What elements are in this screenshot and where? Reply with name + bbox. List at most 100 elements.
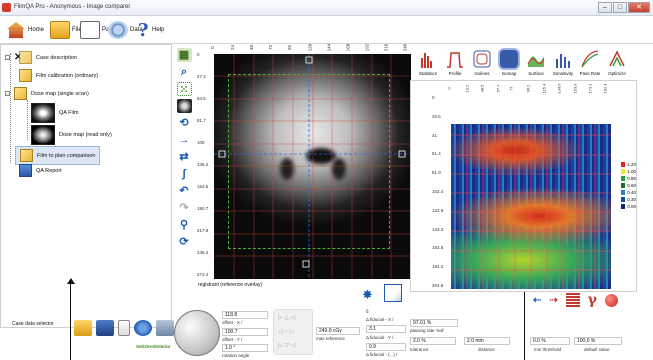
isomap-label: Isomap [501, 71, 517, 76]
tolerance-field[interactable]: 2.0 % [410, 337, 456, 345]
isomap-x-tick-label: 77 [508, 86, 514, 91]
window-title: FilmQA Pro - Anonymous - Image comparer [14, 4, 131, 10]
rotation-field[interactable]: 1.0 ° [222, 344, 268, 352]
default-value-field[interactable]: 100.0 % [574, 337, 622, 345]
title-bar: FilmQA Pro - Anonymous - Image comparer … [0, 0, 653, 16]
isomap-canvas[interactable] [451, 97, 611, 289]
tree-item-label: Film calibration (ordinary) [36, 72, 99, 79]
isomap-x-tick-label: 0 [446, 87, 452, 90]
offset-x-field[interactable]: 118.8 [222, 311, 268, 319]
tree-item-qa-film[interactable]: QA Film [31, 103, 79, 123]
doc-icon [19, 51, 32, 64]
viewer-y-tick-label: 81.7 [197, 118, 206, 123]
viewer-x-axis: 0 24 48 72 96 120 144 168 192 216 240 [210, 43, 411, 54]
move-right-icon[interactable]: → [178, 134, 190, 146]
menu-home[interactable]: Home [6, 20, 44, 40]
sensitivity-button[interactable]: Sensitivity [550, 44, 576, 78]
optimize-button[interactable]: Optimize [604, 44, 630, 78]
star-icon[interactable]: ✸ [362, 287, 373, 302]
image-thumbnail-icon[interactable] [176, 99, 192, 113]
redo-icon[interactable]: ↷ [179, 202, 189, 214]
max-reference-field[interactable]: 249.0 cGy [316, 327, 360, 335]
surface-button[interactable]: Surface [523, 44, 549, 78]
statistics-button[interactable]: Statistics [415, 44, 441, 78]
gamma-icon[interactable]: γ [587, 292, 598, 308]
open-folder-icon[interactable] [74, 320, 92, 336]
viewer-x-tick-label: 240 [402, 43, 408, 52]
add-icon[interactable] [118, 320, 130, 336]
viewer-y-tick-label: 54.5 [197, 96, 206, 101]
profile-button[interactable]: Profile [442, 44, 468, 78]
legend-label: 0.30 [627, 197, 636, 202]
delta-x-field[interactable]: 3.1 [366, 325, 406, 333]
zoom-icon[interactable]: ⌕ [180, 66, 188, 78]
isomap-x-tick-label: 153.9 [572, 83, 578, 94]
viewer-x-tick-label: 216 [383, 43, 389, 52]
menu-home-label: Home [28, 27, 45, 33]
viewer-y-tick-label: 190.7 [197, 206, 209, 211]
distance-label: distance [478, 347, 495, 352]
link-icon[interactable]: ⚲ [179, 219, 189, 231]
isomap-x-tick-label: 19.2 [464, 84, 470, 93]
save-icon[interactable] [96, 320, 114, 336]
fit-icon[interactable]: ⁙ [176, 82, 192, 96]
minimize-button[interactable]: – [598, 2, 612, 13]
nudge-pad[interactable]: ▷ △ ◁ ◁ ○ ▷ ▷ ▽ ◁ [273, 309, 313, 355]
isomap-x-axis: 0 19.2 38.5 57.7 77 96.2 115.4 134.6 153.9 173.1 1… [447, 83, 611, 97]
dark-region [306, 148, 336, 164]
optimize-label: Optimize [608, 71, 626, 76]
curve-icon[interactable]: ∫ [182, 168, 186, 180]
settings-icon[interactable] [134, 320, 152, 336]
collapse-icon[interactable]: – [5, 91, 10, 96]
undo-icon[interactable]: ↶ [179, 185, 189, 197]
isomap-x-tick-label: 38.5 [479, 84, 485, 93]
export-document-icon[interactable] [384, 284, 402, 302]
image-tool-column: ▦ ⌕ ⁙ ⟲ → ⇄ ∫ ↶ ↷ ⚲ ⟳ [173, 44, 195, 259]
pass-rate-button[interactable]: Pass Rate [577, 44, 603, 78]
analysis-toolbar: Statistics Profile Isolines Isomap Surfa… [415, 44, 653, 78]
tolerance-label: tolerance [410, 347, 429, 352]
record-icon[interactable] [605, 293, 619, 307]
menu-data[interactable]: Data [108, 20, 143, 40]
panel-icon [80, 21, 100, 39]
delta-z-field[interactable]: 0.9 [366, 343, 406, 351]
offset-y-field[interactable]: 100.7 [222, 328, 268, 336]
swap-icon[interactable]: ⇄ [179, 151, 189, 163]
rotate-icon[interactable]: ⟲ [179, 117, 189, 129]
isomap-y-tick-label: 163.8 [432, 245, 444, 251]
menu-file[interactable]: File [50, 20, 82, 40]
menu-help-label: Help [152, 27, 165, 33]
profile-label: Profile [448, 71, 462, 76]
data-icon [108, 21, 128, 39]
arrow-right-icon[interactable]: ⇢ [549, 294, 558, 306]
rotation-dial[interactable] [174, 310, 220, 356]
collapse-icon[interactable]: – [5, 55, 10, 60]
isolines-button[interactable]: Isolines [469, 44, 495, 78]
select-tool-icon[interactable]: ▦ [176, 48, 192, 62]
close-button[interactable]: ✕ [628, 2, 650, 13]
tree-item-qa-report[interactable]: QA Report [19, 164, 62, 177]
isomap-x-tick-label: 115.4 [541, 83, 547, 94]
viewer-y-tick-label: 109 [197, 140, 205, 145]
tree-item-case-description[interactable]: – ✕ Case description [5, 51, 77, 64]
film-image-canvas[interactable] [214, 54, 411, 279]
distance-field[interactable]: 2.0 mm [464, 337, 510, 345]
menu-help[interactable]: ? Help [138, 20, 165, 41]
tree-item-dose-map-read-only[interactable]: Dose map (read only) [31, 125, 112, 145]
legend-label: 0.00 [627, 204, 636, 209]
legend-label: 0.40 [627, 190, 636, 195]
maximize-button[interactable]: □ [613, 2, 627, 13]
tree-item-film-calibration[interactable]: Film calibration (ordinary) [19, 69, 98, 82]
isomap-y-tick-label: 204.8 [432, 283, 444, 288]
tree-item-dose-map[interactable]: – Dose map (single scan) [5, 87, 89, 100]
case-toolbar [74, 320, 174, 336]
tree-item-film-to-plan[interactable]: Film to plan comparison [15, 146, 101, 165]
list-icon[interactable] [565, 293, 580, 307]
legend-row: 0.80 [621, 175, 636, 182]
isomap-button[interactable]: Isomap [496, 44, 522, 78]
export-icon[interactable] [156, 320, 174, 336]
threshold-field[interactable]: 0.0 % [530, 337, 570, 345]
arrow-left-icon[interactable]: ⇠ [533, 294, 542, 306]
refresh-icon[interactable]: ⟳ [179, 236, 189, 248]
delta-y-label: Δ fiducial - Y / [366, 335, 394, 340]
